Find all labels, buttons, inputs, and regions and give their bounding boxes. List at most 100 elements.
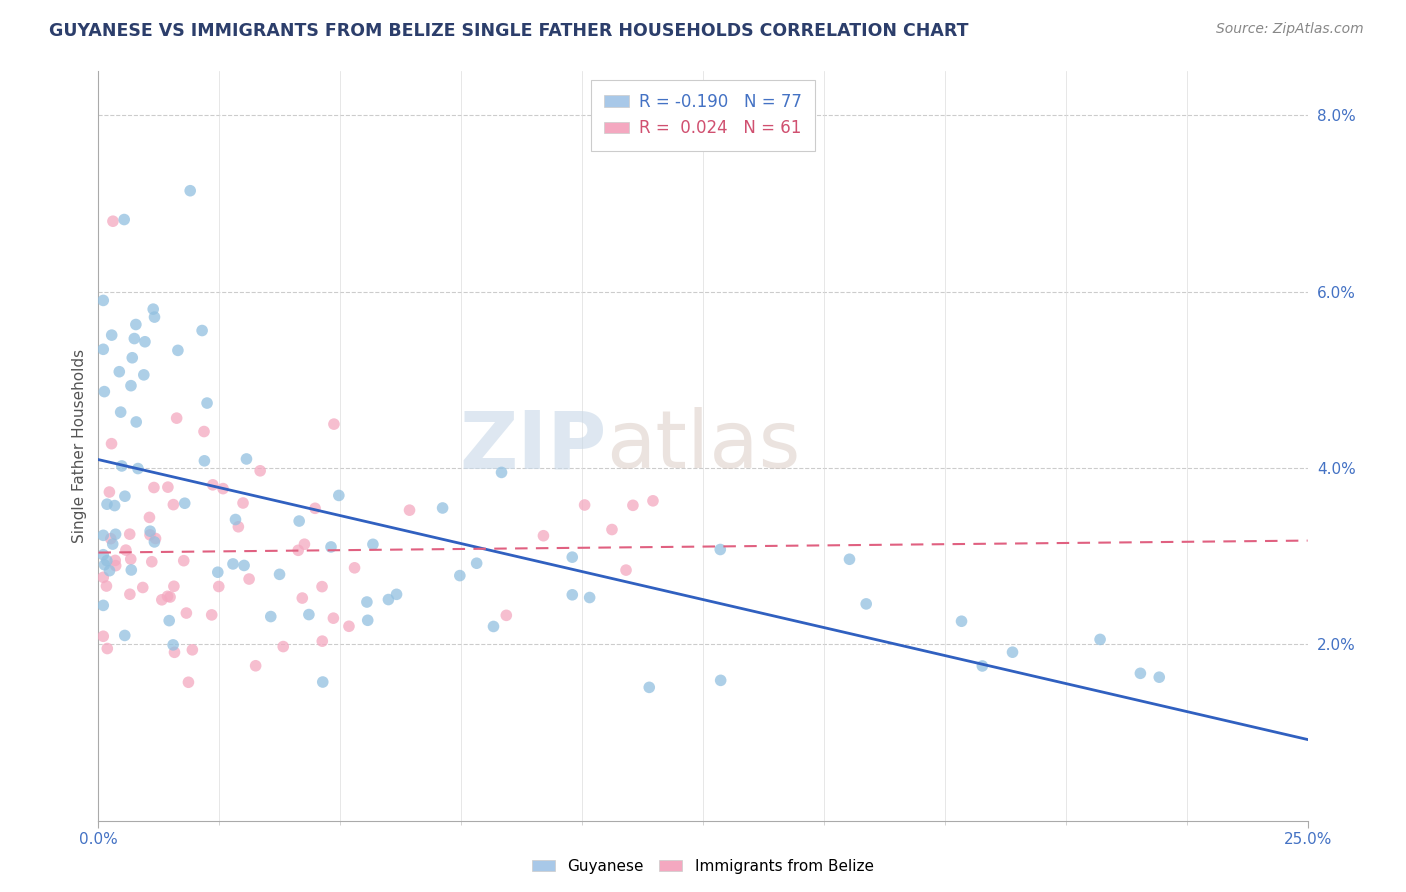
Point	[156, 480, 179, 494]
Point	[709, 542, 731, 557]
Point	[323, 417, 346, 431]
Point	[972, 659, 994, 673]
Point	[96, 641, 118, 656]
Point	[96, 554, 118, 568]
Point	[191, 324, 214, 338]
Point	[1001, 645, 1024, 659]
Point	[193, 454, 215, 468]
Point	[208, 580, 231, 594]
Point	[91, 548, 114, 562]
Point	[432, 500, 454, 515]
Point	[120, 563, 142, 577]
Point	[176, 606, 198, 620]
Point	[167, 343, 190, 358]
Point	[710, 673, 733, 688]
Point	[600, 523, 623, 537]
Point	[110, 405, 132, 419]
Point	[114, 489, 136, 503]
Point	[287, 543, 309, 558]
Point	[465, 556, 488, 570]
Point	[132, 581, 155, 595]
Point	[337, 619, 360, 633]
Point	[166, 411, 188, 425]
Point	[162, 638, 184, 652]
Point	[145, 532, 167, 546]
Point	[222, 557, 245, 571]
Point	[298, 607, 321, 622]
Point	[142, 302, 165, 317]
Point	[98, 564, 121, 578]
Point	[96, 497, 118, 511]
Legend: R = -0.190   N = 77, R =  0.024   N = 61: R = -0.190 N = 77, R = 0.024 N = 61	[591, 79, 815, 151]
Point	[156, 590, 179, 604]
Point	[177, 675, 200, 690]
Point	[159, 590, 181, 604]
Point	[104, 553, 127, 567]
Text: Source: ZipAtlas.com: Source: ZipAtlas.com	[1216, 22, 1364, 37]
Point	[291, 591, 314, 605]
Point	[288, 514, 311, 528]
Point	[312, 675, 335, 690]
Point	[1129, 666, 1152, 681]
Point	[495, 608, 517, 623]
Point	[398, 503, 420, 517]
Point	[838, 552, 860, 566]
Text: ZIP: ZIP	[458, 407, 606, 485]
Point	[311, 580, 333, 594]
Point	[91, 570, 114, 584]
Point	[328, 488, 350, 502]
Point	[855, 597, 877, 611]
Point	[304, 501, 326, 516]
Point	[125, 415, 148, 429]
Point	[574, 498, 596, 512]
Point	[120, 552, 142, 566]
Point	[162, 498, 184, 512]
Point	[91, 343, 114, 357]
Point	[238, 572, 260, 586]
Point	[578, 591, 600, 605]
Point	[228, 520, 250, 534]
Point	[150, 592, 173, 607]
Point	[641, 493, 664, 508]
Point	[356, 595, 378, 609]
Point	[269, 567, 291, 582]
Point	[93, 558, 115, 572]
Point	[212, 482, 235, 496]
Point	[385, 587, 408, 601]
Point	[127, 461, 149, 475]
Point	[118, 527, 141, 541]
Point	[193, 425, 215, 439]
Point	[322, 611, 344, 625]
Point	[120, 378, 142, 392]
Point	[163, 645, 186, 659]
Point	[294, 537, 316, 551]
Point	[118, 587, 141, 601]
Point	[91, 629, 114, 643]
Point	[361, 537, 384, 551]
Point	[91, 528, 114, 542]
Point	[181, 642, 204, 657]
Point	[1088, 632, 1111, 647]
Point	[143, 310, 166, 324]
Point	[104, 499, 127, 513]
Point	[100, 532, 122, 546]
Point	[98, 485, 121, 500]
Point	[132, 368, 155, 382]
Point	[232, 496, 254, 510]
Point	[245, 658, 267, 673]
Point	[1149, 670, 1171, 684]
Point	[533, 529, 555, 543]
Point	[134, 334, 156, 349]
Point	[249, 464, 271, 478]
Point	[271, 640, 294, 654]
Point	[260, 609, 283, 624]
Legend: Guyanese, Immigrants from Belize: Guyanese, Immigrants from Belize	[526, 853, 880, 880]
Point	[621, 498, 644, 512]
Point	[100, 328, 122, 343]
Point	[139, 528, 162, 542]
Point	[112, 212, 135, 227]
Point	[157, 614, 180, 628]
Point	[319, 540, 342, 554]
Point	[104, 558, 127, 573]
Point	[138, 510, 160, 524]
